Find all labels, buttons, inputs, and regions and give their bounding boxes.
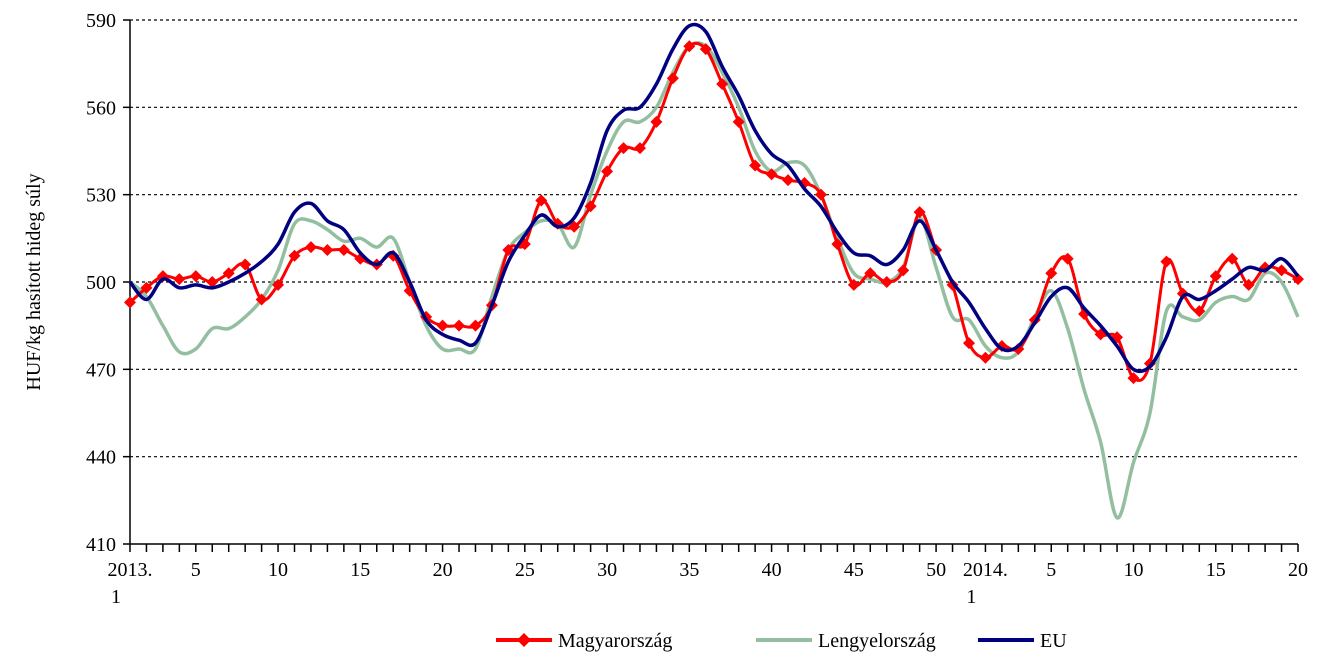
marker	[782, 174, 795, 187]
marker	[173, 273, 186, 286]
legend-marker	[517, 633, 531, 647]
marker	[288, 249, 301, 262]
marker	[1292, 273, 1304, 286]
marker	[1209, 270, 1222, 283]
marker	[535, 194, 548, 207]
legend-label: EU	[1040, 630, 1067, 652]
marker	[453, 319, 466, 332]
line	[128, 22, 1300, 374]
marker	[304, 241, 317, 254]
x-tick-label: 20	[433, 559, 453, 581]
marker	[633, 142, 646, 155]
x-tick-label: 5	[191, 559, 201, 581]
marker	[650, 115, 663, 128]
y-tick-label: 590	[86, 10, 116, 32]
marker	[749, 159, 762, 172]
y-tick-label: 410	[86, 534, 116, 556]
marker	[337, 243, 350, 256]
legend-label: Lengyelország	[818, 630, 936, 652]
x-tick-label: 35	[679, 559, 699, 581]
marker	[683, 40, 696, 53]
y-tick-label: 530	[86, 185, 116, 207]
x-tick-label: 2014. 1	[963, 559, 1008, 608]
marker	[584, 200, 597, 213]
marker	[1061, 252, 1074, 265]
x-tick-label: 40	[762, 559, 782, 581]
marker	[255, 293, 268, 306]
marker	[1127, 372, 1140, 385]
marker	[699, 43, 712, 56]
y-axis-label: HUF/kg hasított hideg súly	[23, 173, 45, 390]
marker	[1193, 305, 1206, 318]
marker	[272, 278, 285, 291]
marker	[732, 115, 745, 128]
x-tick-label: 20	[1288, 559, 1308, 581]
x-tick-label: 25	[515, 559, 535, 581]
marker	[1176, 287, 1189, 300]
marker	[354, 252, 367, 265]
marker	[1160, 255, 1173, 268]
x-tick-label: 2013. 1	[108, 559, 153, 608]
y-tick-label: 470	[86, 359, 116, 381]
line	[128, 41, 1300, 520]
marker	[814, 188, 827, 201]
x-tick-label: 5	[1046, 559, 1056, 581]
marker	[124, 296, 136, 309]
marker	[601, 165, 614, 178]
y-tick-label: 560	[86, 97, 116, 119]
marker	[913, 206, 926, 219]
marker	[436, 319, 449, 332]
x-tick-label: 10	[1123, 559, 1143, 581]
marker	[617, 142, 630, 155]
marker	[239, 258, 252, 271]
marker	[847, 278, 860, 291]
marker	[897, 264, 910, 277]
x-tick-label: 15	[1206, 559, 1226, 581]
marker	[1045, 267, 1058, 280]
legend-label: Magyarország	[558, 630, 672, 652]
x-tick-label: 45	[844, 559, 864, 581]
marker	[864, 267, 877, 280]
x-tick-label: 10	[268, 559, 288, 581]
marker	[962, 337, 975, 350]
marker	[666, 72, 679, 85]
marker	[321, 243, 334, 256]
marker	[206, 276, 219, 288]
marker	[716, 78, 729, 91]
y-tick-label: 440	[86, 447, 116, 469]
marker	[1012, 342, 1025, 355]
marker	[140, 281, 153, 294]
marker	[765, 168, 778, 181]
x-tick-label: 30	[597, 559, 617, 581]
marker	[222, 267, 235, 280]
x-tick-label: 50	[926, 559, 946, 581]
marker	[469, 319, 482, 332]
x-tick-label: 15	[350, 559, 370, 581]
line	[129, 41, 1299, 382]
marker	[831, 238, 844, 251]
y-tick-label: 500	[86, 272, 116, 294]
marker	[1226, 252, 1239, 265]
marker	[189, 270, 202, 283]
marker	[880, 276, 893, 288]
marker	[1242, 278, 1255, 291]
marker	[1275, 264, 1288, 277]
marker	[979, 351, 992, 364]
